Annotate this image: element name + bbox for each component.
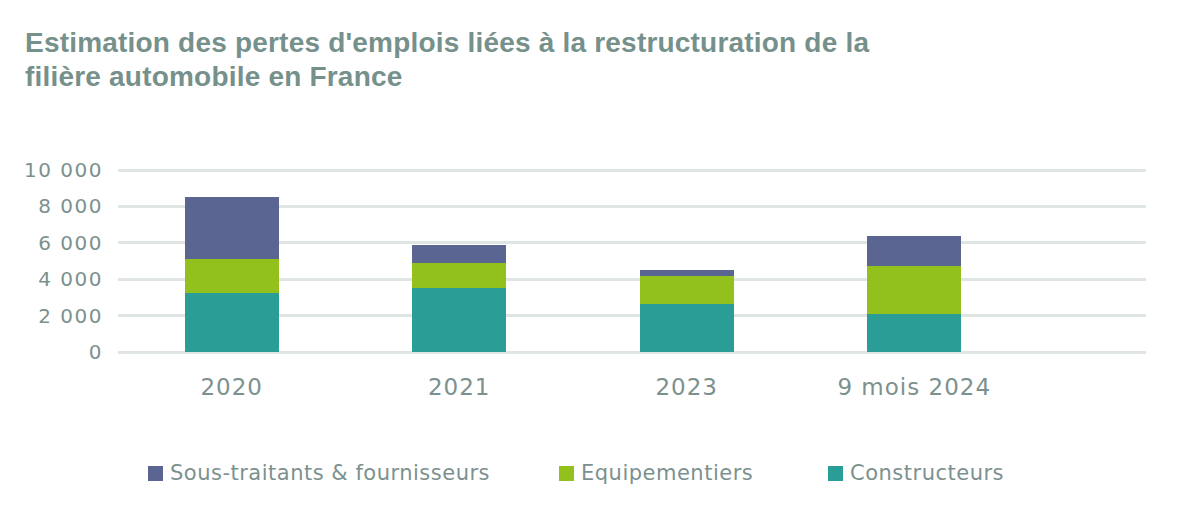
bar-segment-2021-sous-traitants-fournisseurs [412,245,506,263]
legend-label-sous-traitants-fournisseurs: Sous-traitants & fournisseurs [170,461,490,485]
legend-swatch-icon [828,466,843,481]
bar-segment-2021-equipementiers [412,263,506,288]
y-tick-label-6000: 6 000 [0,232,103,254]
bar-column-2021 [346,170,574,352]
y-tick-label-8000: 8 000 [0,195,103,217]
x-axis: 2020202120239 mois 2024 [118,374,1028,400]
bars-container [118,170,1028,352]
bar-2023 [640,270,734,352]
bar-segment-2023-equipementiers [640,276,734,304]
job-losses-chart: Estimation des pertes d'emplois liées à … [0,0,1200,523]
bar-2021 [412,245,506,352]
legend-item-equipementiers: Equipementiers [559,461,753,485]
bar-segment-2023-constructeurs [640,304,734,352]
bar-column-2023 [573,170,801,352]
x-tick-label-2023: 2023 [573,374,801,400]
y-tick-label-2000: 2 000 [0,305,103,327]
legend-swatch-icon [148,466,163,481]
legend-swatch-icon [559,466,574,481]
legend-item-constructeurs: Constructeurs [828,461,1004,485]
bar-column-2020 [118,170,346,352]
y-tick-label-0: 0 [0,341,103,363]
x-tick-label-2020: 2020 [118,374,346,400]
y-tick-label-10000: 10 000 [0,159,103,181]
y-tick-label-4000: 4 000 [0,268,103,290]
bar-segment-9-mois-2024-constructeurs [867,314,961,352]
bar-segment-2021-constructeurs [412,288,506,352]
legend-item-sous-traitants-fournisseurs: Sous-traitants & fournisseurs [148,461,490,485]
bar-segment-2020-equipementiers [185,259,279,293]
x-tick-label-2021: 2021 [346,374,574,400]
bar-9-mois-2024 [867,236,961,352]
legend-label-constructeurs: Constructeurs [850,461,1004,485]
legend-label-equipementiers: Equipementiers [581,461,753,485]
bar-column-9-mois-2024 [801,170,1029,352]
bar-segment-9-mois-2024-sous-traitants-fournisseurs [867,236,961,266]
x-tick-label-9-mois-2024: 9 mois 2024 [801,374,1029,400]
chart-title: Estimation des pertes d'emplois liées à … [25,26,869,94]
bar-segment-9-mois-2024-equipementiers [867,266,961,314]
bar-2020 [185,197,279,352]
bar-segment-2020-sous-traitants-fournisseurs [185,197,279,259]
bar-segment-2020-constructeurs [185,293,279,352]
